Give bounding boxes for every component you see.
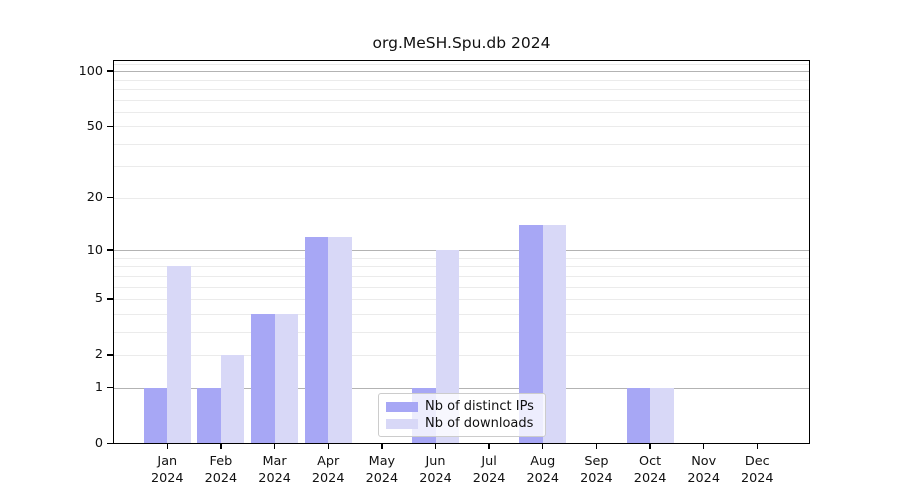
x-axis-label-year: 2024 bbox=[258, 471, 291, 486]
bar-distinct-ips-mar bbox=[251, 313, 275, 443]
gridline-minor bbox=[113, 166, 810, 168]
x-axis-label-year: 2024 bbox=[580, 471, 613, 486]
legend-swatch-distinct-ips bbox=[386, 401, 418, 412]
x-axis-label-month: Apr bbox=[317, 454, 340, 469]
y-axis-label: 50 bbox=[86, 118, 103, 134]
gridline-minor bbox=[113, 79, 810, 81]
x-axis-label-year: 2024 bbox=[526, 471, 560, 486]
legend-swatch-downloads bbox=[386, 418, 418, 429]
x-axis-label-month: Jan bbox=[157, 454, 178, 469]
x-axis-tick bbox=[756, 444, 758, 449]
gridline-minor bbox=[113, 298, 810, 300]
bar-downloads-mar bbox=[274, 313, 299, 443]
x-axis-tick bbox=[649, 444, 651, 449]
y-axis-label: 0 bbox=[94, 436, 103, 451]
legend-item-downloads: Nb of downloads bbox=[386, 415, 537, 432]
bar-distinct-ips-feb bbox=[197, 387, 221, 443]
gridline-minor bbox=[113, 286, 810, 288]
y-axis-label: 20 bbox=[86, 190, 103, 206]
gridline-minor bbox=[113, 88, 810, 90]
x-axis-label-month: Nov bbox=[691, 454, 717, 469]
gridline-minor bbox=[113, 111, 810, 113]
gridline-minor bbox=[113, 99, 810, 101]
y-axis-tick bbox=[107, 354, 113, 356]
x-axis-label-year: 2024 bbox=[204, 471, 238, 486]
y-axis-tick bbox=[107, 125, 113, 127]
x-axis-tick bbox=[273, 444, 276, 449]
gridline-major bbox=[113, 71, 810, 73]
bar-downloads-aug bbox=[542, 225, 567, 443]
x-axis-tick bbox=[542, 444, 544, 449]
x-axis-label-year: 2024 bbox=[311, 471, 345, 486]
x-axis-label-year: 2024 bbox=[419, 471, 452, 486]
bar-downloads-apr bbox=[328, 236, 352, 443]
x-axis-label-month: Dec bbox=[744, 454, 770, 469]
y-axis-label: 2 bbox=[94, 347, 103, 363]
x-axis-tick bbox=[220, 444, 222, 449]
bar-distinct-ips-aug bbox=[519, 225, 543, 443]
bar-distinct-ips-oct bbox=[626, 387, 651, 443]
x-axis-tick bbox=[166, 444, 168, 449]
legend-label-downloads: Nb of downloads bbox=[425, 416, 534, 431]
bar-distinct-ips-apr bbox=[304, 236, 329, 443]
legend-item-distinct-ips: Nb of distinct IPs bbox=[386, 398, 537, 415]
legend: Nb of distinct IPs Nb of downloads bbox=[378, 393, 546, 437]
x-axis-label-year: 2024 bbox=[741, 471, 774, 486]
gridline-minor bbox=[113, 257, 810, 259]
gridline-minor bbox=[113, 197, 810, 199]
gridline-minor bbox=[113, 354, 810, 356]
gridline-major bbox=[113, 387, 810, 389]
y-axis-tick bbox=[107, 442, 113, 445]
x-axis-label-month: Sep bbox=[584, 454, 609, 469]
x-axis-label-month: Jun bbox=[425, 454, 446, 469]
x-axis-label-month: Aug bbox=[530, 454, 556, 469]
x-axis-label-month: Feb bbox=[209, 454, 233, 469]
y-axis-tick bbox=[107, 386, 113, 389]
x-axis-label-year: 2024 bbox=[151, 471, 184, 486]
x-axis-tick bbox=[488, 444, 490, 449]
y-axis-label: 5 bbox=[94, 291, 103, 307]
x-axis-label-year: 2024 bbox=[633, 471, 667, 486]
x-axis-label-year: 2024 bbox=[365, 471, 399, 486]
y-axis-label: 10 bbox=[86, 242, 103, 258]
x-axis-tick bbox=[595, 444, 598, 449]
x-axis-label-month: May bbox=[368, 454, 396, 469]
x-axis-tick bbox=[434, 444, 437, 449]
x-axis-tick bbox=[381, 444, 383, 449]
x-axis-label-month: Jul bbox=[481, 454, 497, 469]
y-axis-tick bbox=[107, 197, 113, 199]
gridline-minor bbox=[113, 275, 810, 277]
y-axis-tick bbox=[107, 70, 113, 72]
x-axis-label-month: Mar bbox=[262, 454, 287, 469]
gridline-minor bbox=[113, 266, 810, 268]
bar-downloads-oct bbox=[650, 387, 674, 443]
bar-distinct-ips-jan bbox=[143, 387, 168, 443]
chart-title: org.MeSH.Spu.db 2024 bbox=[372, 34, 551, 52]
bar-downloads-feb bbox=[220, 354, 245, 443]
y-axis-tick bbox=[107, 249, 113, 251]
gridline-major bbox=[113, 250, 810, 251]
x-axis-tick bbox=[703, 444, 705, 449]
x-axis-tick bbox=[327, 444, 329, 449]
plot-area bbox=[113, 60, 810, 444]
x-axis-label-month: Oct bbox=[639, 454, 662, 469]
gridline-minor bbox=[113, 331, 810, 333]
bar-downloads-jan bbox=[167, 266, 191, 443]
y-axis-tick bbox=[107, 298, 113, 300]
gridline-minor bbox=[113, 126, 810, 128]
gridline-minor bbox=[113, 143, 810, 145]
x-axis-label-year: 2024 bbox=[687, 471, 720, 486]
y-axis-label: 100 bbox=[78, 63, 103, 79]
gridline-minor bbox=[113, 63, 810, 65]
legend-label-distinct-ips: Nb of distinct IPs bbox=[425, 399, 534, 414]
gridline-minor bbox=[113, 313, 810, 315]
x-axis-label-year: 2024 bbox=[472, 471, 506, 486]
y-axis-label: 1 bbox=[94, 380, 103, 396]
